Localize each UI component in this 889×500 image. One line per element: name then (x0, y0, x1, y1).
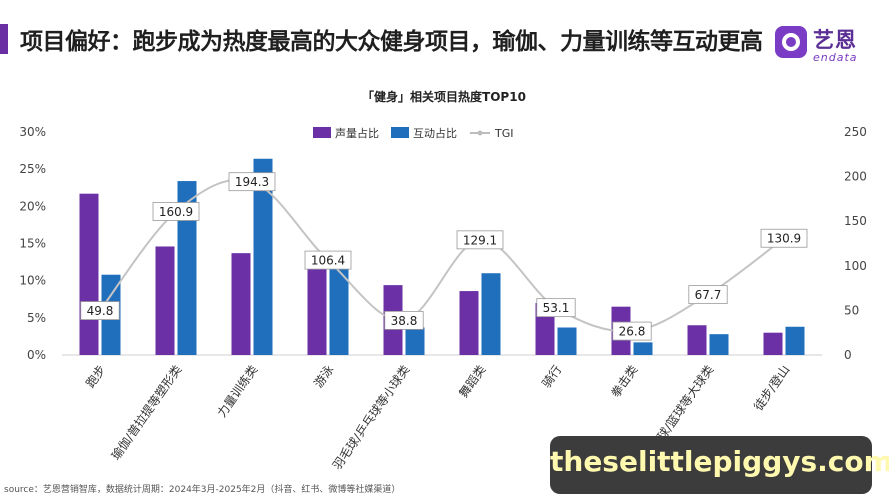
chart-title: 「健身」相关项目热度TOP10 (362, 89, 526, 104)
y-left-tick-label: 20% (19, 199, 46, 213)
bar-interaction (785, 326, 805, 355)
x-category-label: 游泳 (311, 363, 336, 391)
y-left-tick-label: 15% (19, 237, 46, 251)
y-left-tick-label: 5% (27, 311, 46, 325)
y-left-tick-label: 25% (19, 162, 46, 176)
heat-chart: 「健身」相关项目热度TOP10 声量占比 互动占比 TGI 0% 5% 10% 15% 20% 2… (19, 89, 867, 473)
tgi-label-box (80, 301, 120, 320)
bar-volume (687, 325, 707, 355)
y-right-tick-label: 250 (844, 125, 867, 139)
tgi-label-box (384, 310, 424, 330)
x-category-label: 骑行 (539, 363, 564, 391)
watermark-text: theselittlepiggys.com (550, 445, 889, 478)
page-title: 项目偏好：跑步成为热度最高的大众健身项目，瑜伽、力量训练等互动更高 (20, 29, 763, 55)
bar-interaction (633, 342, 653, 355)
tgi-data-label: 130.9 (767, 232, 801, 246)
tgi-label-box (760, 228, 808, 248)
source-note: source：艺恩营销智库，数据统计周期：2024年3月-2025年2月（抖音、… (4, 485, 401, 495)
tgi-data-label: 194.3 (235, 175, 269, 189)
x-category-label: 拳击类 (608, 362, 641, 400)
bar-volume (459, 291, 479, 355)
bar-volume (763, 332, 783, 355)
legend-line-marker (477, 130, 483, 136)
tgi-label-box (304, 250, 352, 270)
x-category-label: 瑜伽/普拉提等塑形类 (108, 362, 185, 462)
brand-logo: 艺恩 endata (775, 22, 885, 66)
tgi-data-label: 67.7 (695, 288, 722, 302)
x-category-label: 羽毛球/乒乓球等小球类 (330, 363, 413, 473)
y-right-tick-label: 200 (844, 170, 867, 184)
bar-interaction (709, 334, 729, 355)
tgi-data-label: 106.4 (311, 254, 345, 268)
bar-volume (307, 267, 327, 355)
y-left-tick-label: 10% (19, 274, 46, 288)
logo-text-en: endata (813, 51, 858, 64)
tgi-line (99, 178, 785, 333)
x-category-label: 力量训练类 (214, 362, 261, 420)
tgi-data-label: 129.1 (463, 233, 497, 247)
tgi-label-box (688, 285, 728, 305)
tgi-data-label: 160.9 (159, 205, 193, 219)
tgi-data-label: 26.8 (619, 325, 646, 339)
legend-swatch-0 (313, 127, 331, 138)
tgi-data-label: 53.1 (543, 301, 570, 315)
title-accent-bar (0, 24, 8, 54)
x-category-label: 舞蹈类 (456, 363, 488, 401)
tgi-data-label: 38.8 (391, 314, 418, 328)
bar-volume (231, 253, 251, 355)
y-right-tick-label: 100 (844, 259, 867, 273)
header: 项目偏好：跑步成为热度最高的大众健身项目，瑜伽、力量训练等互动更高 艺恩 end… (0, 0, 889, 70)
bar-interaction (405, 327, 425, 355)
legend-label-0: 声量占比 (335, 126, 379, 140)
legend-label-1: 互动占比 (413, 126, 457, 140)
logo-text-cn: 艺恩 (813, 28, 857, 52)
bar-volume (155, 246, 175, 355)
bar-interaction (177, 181, 197, 355)
y-left-tick-label: 30% (19, 125, 46, 139)
y-right-tick-label: 50 (844, 303, 859, 317)
bar-volume (79, 193, 99, 355)
bar-interaction (253, 158, 273, 355)
tgi-label-box (612, 321, 652, 341)
x-category-label: 跑步 (83, 363, 108, 391)
legend-label-2: TGI (494, 127, 514, 140)
y-left-tick-label: 0% (27, 348, 46, 362)
bar-interaction (481, 273, 501, 355)
bar-interaction (329, 266, 349, 355)
watermark-badge: theselittlepiggys.com (550, 436, 889, 494)
x-category-label: 徒步/登山 (750, 362, 792, 413)
tgi-label-box (456, 230, 504, 250)
tgi-label-box (152, 202, 200, 221)
tgi-data-label: 49.8 (87, 304, 114, 318)
y-right-tick-label: 0 (844, 348, 852, 362)
y-right-tick-label: 150 (844, 214, 867, 228)
tgi-label-box (536, 298, 576, 318)
bar-interaction (557, 327, 577, 355)
legend-swatch-1 (391, 127, 409, 138)
endata-logo-icon (775, 26, 807, 58)
tgi-label-box (228, 172, 276, 192)
